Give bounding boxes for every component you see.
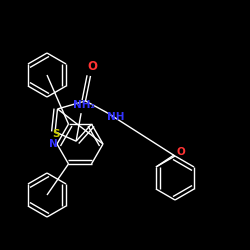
Text: O: O xyxy=(88,60,98,74)
Text: NH: NH xyxy=(107,112,124,122)
Text: N: N xyxy=(48,139,58,149)
Text: O: O xyxy=(176,147,185,157)
Text: S: S xyxy=(52,129,60,139)
Text: NH₂: NH₂ xyxy=(73,100,95,110)
